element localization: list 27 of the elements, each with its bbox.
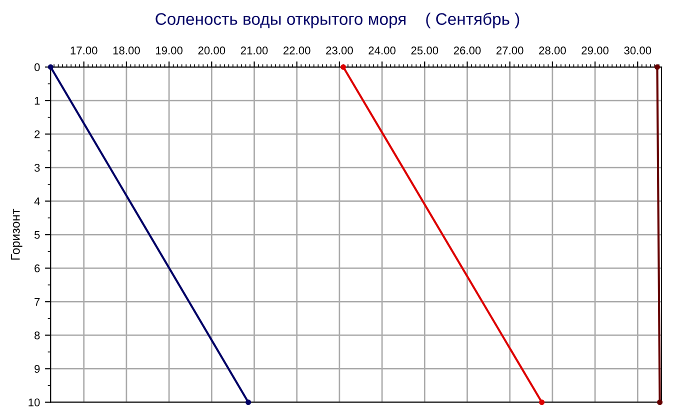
y-tick-label: 9 [34,364,40,373]
y-tick-label: 10 [28,398,40,406]
x-tick-label: 23.00 [326,46,353,54]
y-tick-label: 8 [34,331,40,340]
y-axis-title: Горизонт [11,208,22,260]
x-tick-label: 18.00 [113,46,140,54]
chart-title: Соленость воды открытого моря ( Сентябрь ) [156,12,520,28]
y-tick-label: 5 [34,231,40,239]
y-tick-label: 6 [34,264,40,272]
y-tick-label: 3 [34,164,40,172]
x-tick-label: 20.00 [198,46,226,54]
x-tick-label: 28.00 [539,46,566,54]
y-tick-label: 7 [34,298,40,306]
x-tick-label: 19.00 [156,46,183,54]
x-tick-label: 22.00 [284,46,310,54]
y-tick-label: 1 [34,96,40,105]
x-tick-label: 21.00 [240,46,268,54]
y-tick-label: 0 [34,63,40,72]
y-tick-label: 2 [34,130,40,138]
y-tick-label: 4 [34,198,40,206]
x-tick-label: 24.00 [368,46,396,54]
x-tick-label: 30.00 [624,46,652,54]
x-tick-label: 25.00 [411,46,438,54]
x-tick-label: 26.00 [454,46,481,54]
x-tick-label: 17.00 [70,46,98,54]
x-tick-label: 27.00 [496,46,524,54]
x-tick-label: 29.00 [582,46,609,54]
